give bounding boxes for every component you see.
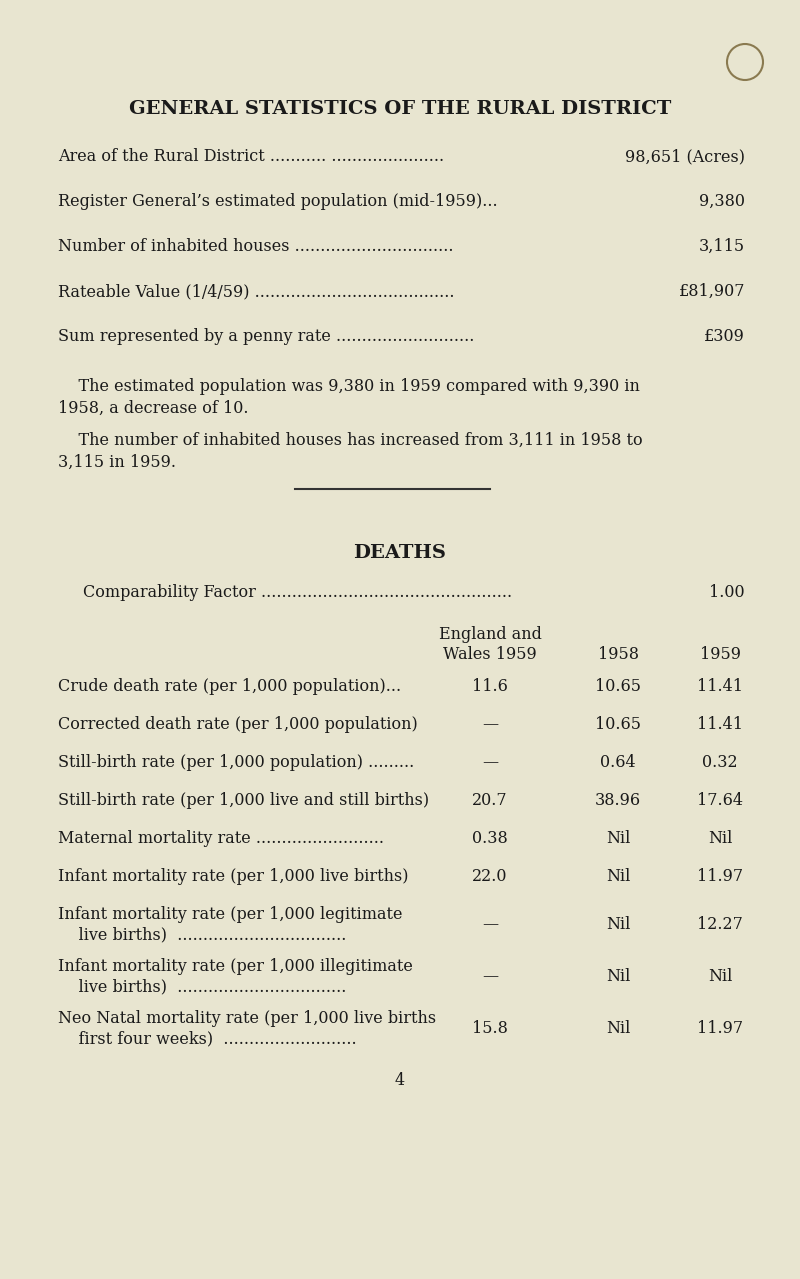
Text: 22.0: 22.0 — [472, 868, 508, 885]
Text: England and: England and — [438, 625, 542, 643]
Text: £81,907: £81,907 — [678, 283, 745, 301]
Text: 11.6: 11.6 — [472, 678, 508, 694]
Text: —: — — [482, 716, 498, 733]
Text: DEATHS: DEATHS — [354, 544, 446, 561]
Text: Infant mortality rate (per 1,000 live births): Infant mortality rate (per 1,000 live bi… — [58, 868, 409, 885]
Text: 3,115: 3,115 — [699, 238, 745, 255]
Text: Comparability Factor .................................................: Comparability Factor ...................… — [83, 585, 512, 601]
Text: Number of inhabited houses ...............................: Number of inhabited houses .............… — [58, 238, 454, 255]
Text: Area of the Rural District ........... ......................: Area of the Rural District ........... .… — [58, 148, 444, 165]
Text: Nil: Nil — [606, 1019, 630, 1037]
Text: 0.32: 0.32 — [702, 755, 738, 771]
Text: Neo Natal mortality rate (per 1,000 live births: Neo Natal mortality rate (per 1,000 live… — [58, 1010, 436, 1027]
Text: —: — — [482, 755, 498, 771]
Text: Register General’s estimated population (mid-1959)...: Register General’s estimated population … — [58, 193, 498, 210]
Text: Nil: Nil — [606, 868, 630, 885]
Text: 1959: 1959 — [699, 646, 741, 663]
Text: Wales 1959: Wales 1959 — [443, 646, 537, 663]
Text: 4: 4 — [395, 1072, 405, 1088]
Text: Nil: Nil — [606, 830, 630, 847]
Text: 9,380: 9,380 — [699, 193, 745, 210]
Text: —: — — [482, 968, 498, 985]
Text: live births)  .................................: live births) ...........................… — [58, 978, 346, 995]
Text: 12.27: 12.27 — [697, 916, 743, 932]
Text: Still-birth rate (per 1,000 live and still births): Still-birth rate (per 1,000 live and sti… — [58, 792, 429, 810]
Text: Rateable Value (1/4/59) .......................................: Rateable Value (1/4/59) ................… — [58, 283, 454, 301]
Text: Nil: Nil — [708, 968, 732, 985]
Text: 1958, a decrease of 10.: 1958, a decrease of 10. — [58, 400, 249, 417]
Text: 38.96: 38.96 — [595, 792, 641, 810]
Text: 0.64: 0.64 — [600, 755, 636, 771]
Text: 10.65: 10.65 — [595, 678, 641, 694]
Text: 11.41: 11.41 — [697, 716, 743, 733]
Text: £309: £309 — [704, 327, 745, 345]
Text: 11.97: 11.97 — [697, 868, 743, 885]
Text: Nil: Nil — [606, 916, 630, 932]
Text: Sum represented by a penny rate ...........................: Sum represented by a penny rate ........… — [58, 327, 474, 345]
Text: 20.7: 20.7 — [472, 792, 508, 810]
Text: 11.97: 11.97 — [697, 1019, 743, 1037]
Text: The estimated population was 9,380 in 1959 compared with 9,390 in: The estimated population was 9,380 in 19… — [58, 379, 640, 395]
Text: Corrected death rate (per 1,000 population): Corrected death rate (per 1,000 populati… — [58, 716, 418, 733]
Text: GENERAL STATISTICS OF THE RURAL DISTRICT: GENERAL STATISTICS OF THE RURAL DISTRICT — [129, 100, 671, 118]
Text: The number of inhabited houses has increased from 3,111 in 1958 to: The number of inhabited houses has incre… — [58, 432, 642, 449]
Text: first four weeks)  ..........................: first four weeks) ......................… — [58, 1030, 357, 1048]
Text: 17.64: 17.64 — [697, 792, 743, 810]
Text: 1.00: 1.00 — [710, 585, 745, 601]
Text: 11.41: 11.41 — [697, 678, 743, 694]
Text: live births)  .................................: live births) ...........................… — [58, 926, 346, 943]
Text: Maternal mortality rate .........................: Maternal mortality rate ................… — [58, 830, 384, 847]
Text: —: — — [482, 916, 498, 932]
Text: Crude death rate (per 1,000 population)...: Crude death rate (per 1,000 population).… — [58, 678, 401, 694]
Text: Infant mortality rate (per 1,000 legitimate: Infant mortality rate (per 1,000 legitim… — [58, 906, 402, 923]
Text: Still-birth rate (per 1,000 population) .........: Still-birth rate (per 1,000 population) … — [58, 755, 414, 771]
Text: 3,115 in 1959.: 3,115 in 1959. — [58, 454, 176, 471]
Text: 15.8: 15.8 — [472, 1019, 508, 1037]
Text: 0.38: 0.38 — [472, 830, 508, 847]
Text: 1958: 1958 — [598, 646, 638, 663]
Text: Nil: Nil — [708, 830, 732, 847]
Text: 98,651 (Acres): 98,651 (Acres) — [625, 148, 745, 165]
Text: 10.65: 10.65 — [595, 716, 641, 733]
Text: Nil: Nil — [606, 968, 630, 985]
Text: Infant mortality rate (per 1,000 illegitimate: Infant mortality rate (per 1,000 illegit… — [58, 958, 413, 975]
